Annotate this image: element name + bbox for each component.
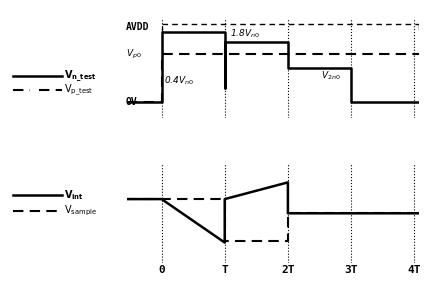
Text: 0: 0 bbox=[158, 265, 165, 275]
Text: 3T: 3T bbox=[344, 265, 358, 275]
Text: OV: OV bbox=[126, 97, 137, 107]
Text: 4T: 4T bbox=[408, 265, 421, 275]
Text: $\mathregular{V_{n\_test}}$: $\mathregular{V_{n\_test}}$ bbox=[64, 68, 98, 84]
Text: 2T: 2T bbox=[281, 265, 295, 275]
Text: $\mathregular{V_{p\_test}}$: $\mathregular{V_{p\_test}}$ bbox=[64, 82, 94, 98]
Text: T: T bbox=[221, 265, 228, 275]
Text: $\mathregular{V_{sample}}$: $\mathregular{V_{sample}}$ bbox=[64, 204, 98, 218]
Text: $\mathregular{V_{int}}$: $\mathregular{V_{int}}$ bbox=[64, 188, 84, 202]
Text: V$_{2n0}$: V$_{2n0}$ bbox=[321, 70, 341, 82]
Text: V$_{p0}$: V$_{p0}$ bbox=[126, 48, 141, 61]
Text: 0.4V$_{n0}$: 0.4V$_{n0}$ bbox=[164, 75, 194, 87]
Text: 1.8V$_{n0}$: 1.8V$_{n0}$ bbox=[230, 28, 260, 40]
Text: AVDD: AVDD bbox=[126, 22, 149, 31]
